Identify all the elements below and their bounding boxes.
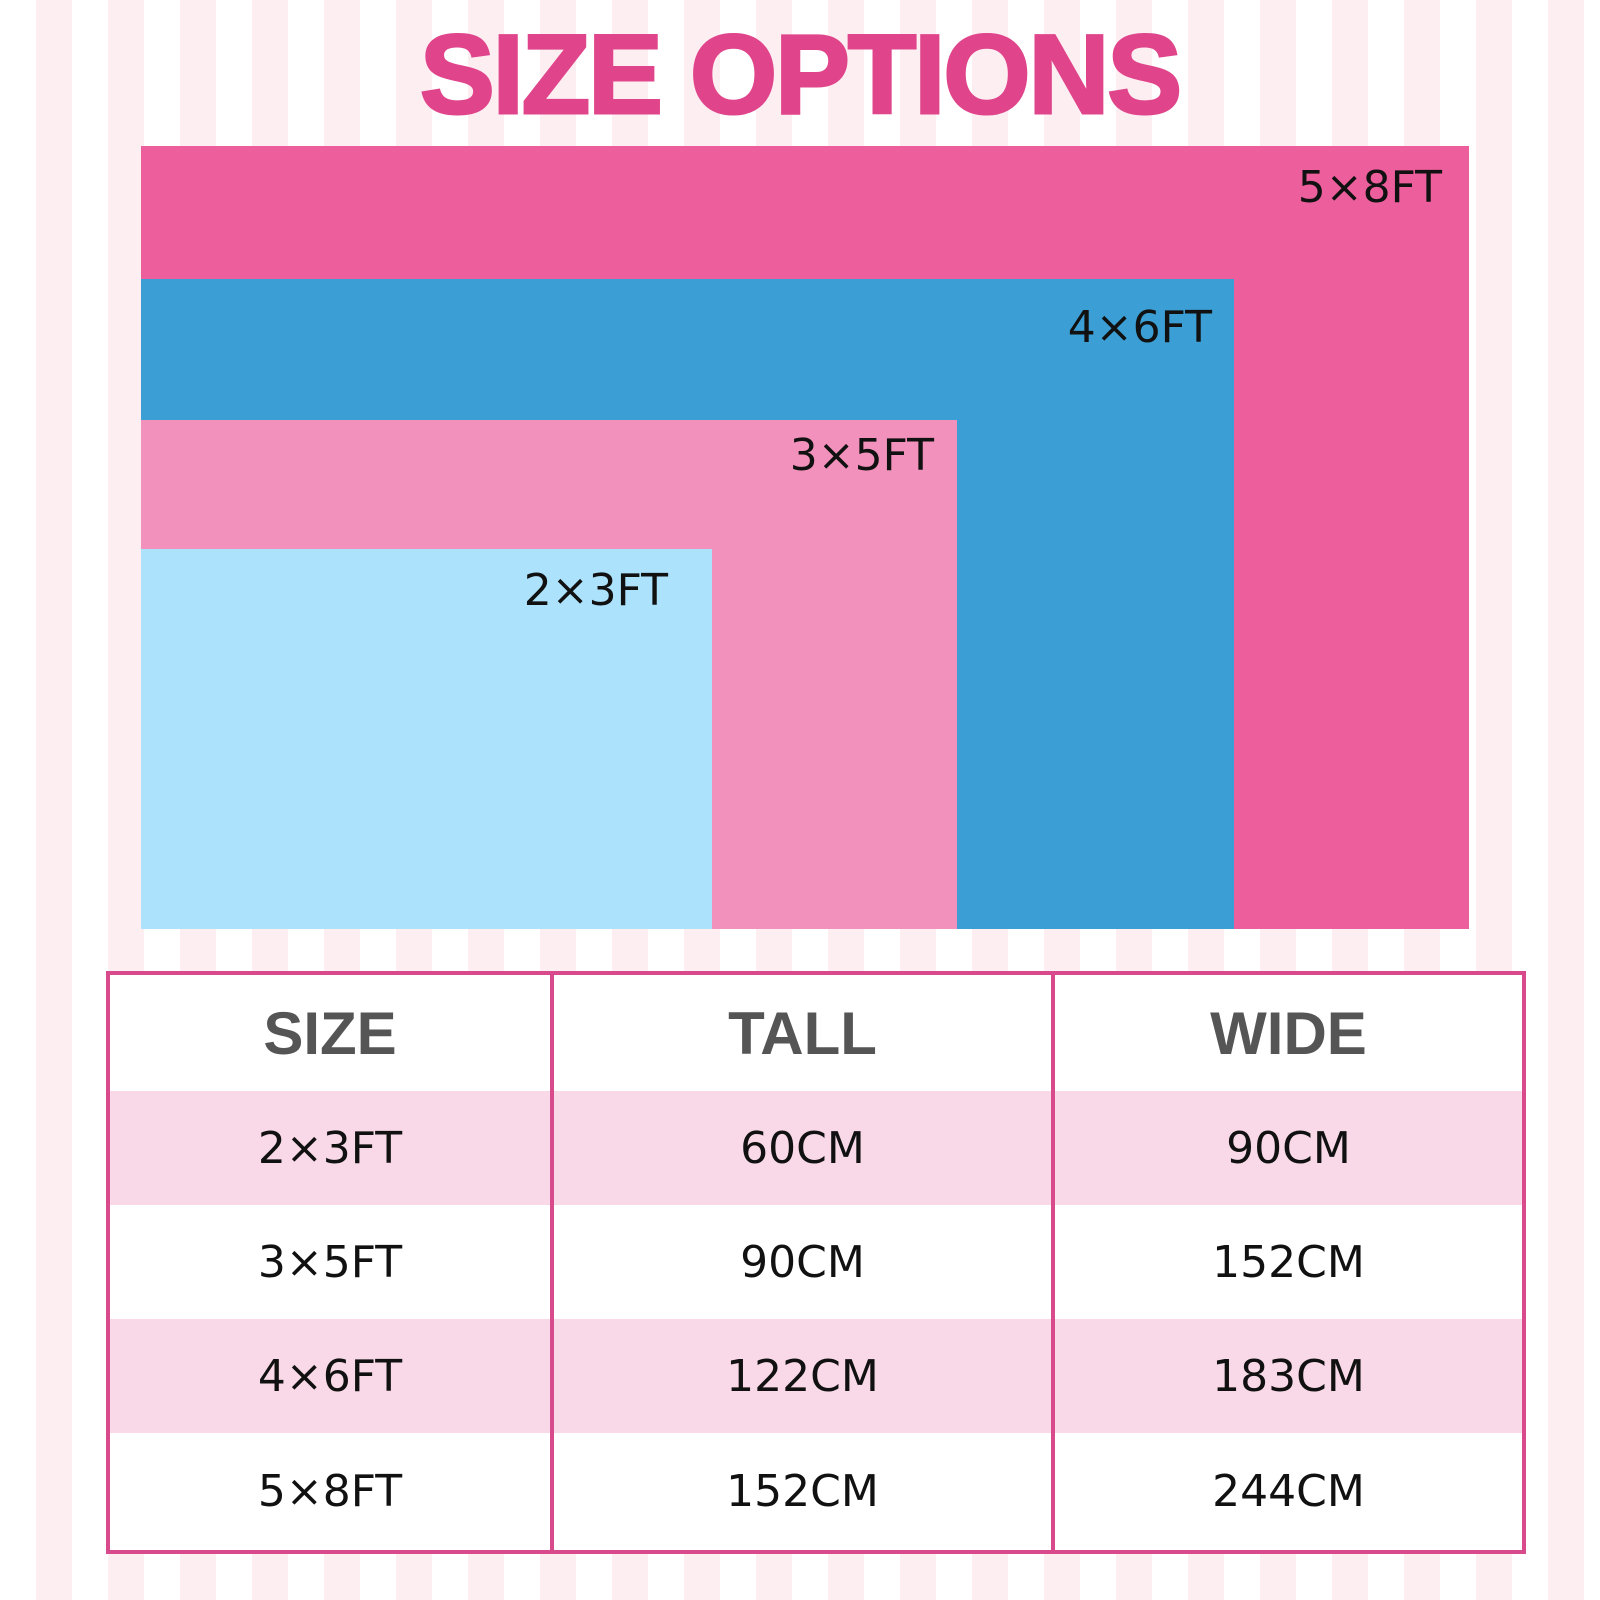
size-label: 2×3FT	[523, 565, 668, 616]
size-table: SIZE TALL WIDE 2×3FT 60CM 90CM 3×5FT 90CM 15…	[106, 971, 1526, 1554]
cell: 152CM	[1051, 1205, 1524, 1320]
cell: 3×5FT	[257, 1236, 403, 1288]
header-row: SIZE TALL WIDE	[108, 973, 1524, 1091]
cell: 152CM	[550, 1433, 1053, 1552]
cell: 5×8FT	[257, 1466, 403, 1518]
size-label: 5×8FT	[1297, 162, 1442, 213]
cell: 183CM	[1051, 1319, 1524, 1434]
header-cell: WIDE	[1051, 973, 1524, 1091]
cell: 60CM	[550, 1091, 1053, 1206]
size-label: 3×5FT	[789, 430, 934, 481]
row: 4×6FT 122CM 183CM	[108, 1319, 1524, 1434]
header-cell: TALL	[550, 973, 1053, 1091]
cell: 2×3FT	[108, 1091, 552, 1206]
header-cell: SIZE	[263, 999, 397, 1067]
cell: 4×6FT	[108, 1319, 552, 1434]
cell: 90CM	[1051, 1091, 1524, 1206]
cell: 122CM	[550, 1319, 1053, 1434]
cell: 244CM	[1051, 1433, 1524, 1552]
row: 2×3FT 60CM 90CM	[108, 1091, 1524, 1206]
row: 3×5FT 90CM 152CM	[108, 1205, 1524, 1320]
size-rect-2x3	[141, 549, 712, 929]
cell: 90CM	[550, 1205, 1053, 1320]
row: 5×8FT 152CM 244CM	[108, 1433, 1524, 1552]
title: SIZE OPTIONS	[418, 11, 1183, 139]
size-label: 4×6FT	[1067, 302, 1212, 353]
